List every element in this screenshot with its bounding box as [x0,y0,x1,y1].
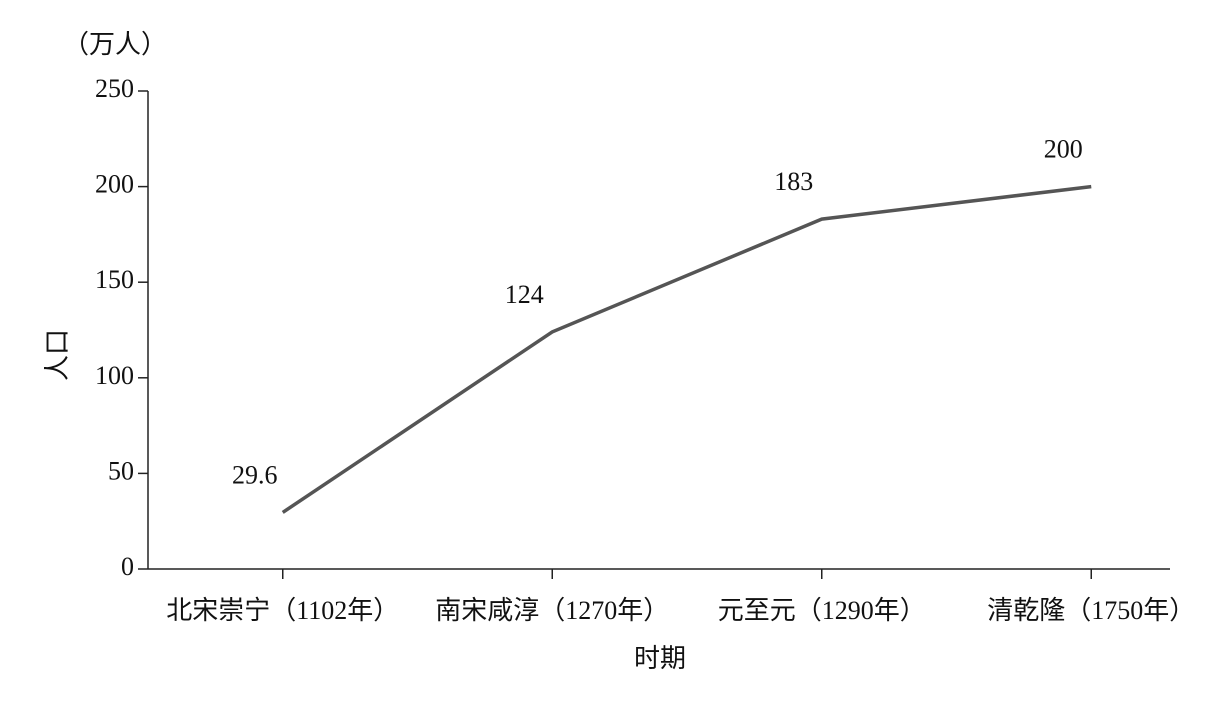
x-tick-label: 北宋崇宁（1102年） [166,596,399,625]
data-label: 29.6 [232,460,278,489]
x-tick-label: 南宋咸淳（1270年） [435,596,669,625]
x-axis-label: 时期 [634,644,686,673]
y-axis-label: 人口 [43,329,72,381]
line [281,184,1092,514]
y-tick-label: 0 [121,552,134,581]
unit-label: （万人） [63,30,167,59]
y-tick-label: 50 [108,456,134,485]
y-tick-label: 250 [95,74,134,103]
data-label: 183 [774,167,813,196]
x-tick-label: 元至元（1290年） [718,596,926,625]
x-tick-label: 清乾隆（1750年） [987,596,1195,625]
y-tick-label: 200 [95,170,134,199]
data-label: 124 [505,280,544,309]
y-tick-label: 100 [95,361,134,390]
data-label: 200 [1044,135,1083,164]
y-tick-label: 150 [95,265,134,294]
